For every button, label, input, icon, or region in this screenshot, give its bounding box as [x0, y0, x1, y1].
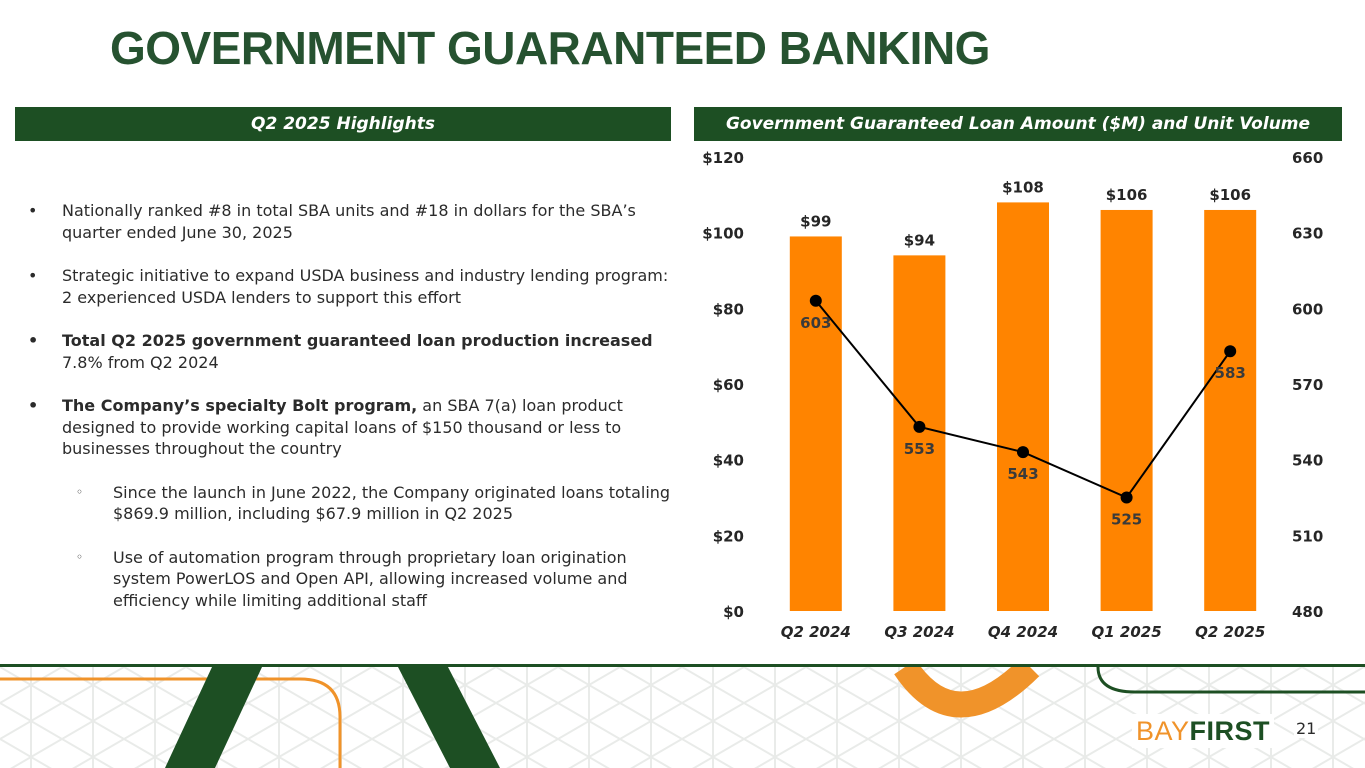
- unit-volume-label: 553: [904, 440, 935, 458]
- bar-value-label: $106: [1106, 186, 1148, 204]
- bar-value-label: $108: [1002, 178, 1044, 196]
- y-left-tick-label: $20: [713, 527, 744, 545]
- unit-volume-label: 583: [1215, 364, 1246, 382]
- unit-volume-point: [809, 294, 822, 307]
- green-chevron-right: [398, 667, 500, 768]
- y-left-tick-label: $80: [713, 300, 744, 318]
- bar-value-label: $99: [800, 212, 831, 230]
- unit-volume-point: [1224, 345, 1237, 358]
- y-left-tick-label: $0: [723, 603, 744, 621]
- chart-header: Government Guaranteed Loan Amount ($M) a…: [694, 107, 1342, 141]
- bar: [1100, 209, 1153, 611]
- y-right-tick-label: 630: [1292, 225, 1323, 243]
- unit-volume-label: 603: [800, 314, 831, 332]
- x-tick-label: Q2 2025: [1195, 623, 1265, 641]
- sub-bullet-icon: ◦: [76, 549, 84, 564]
- bar: [997, 202, 1049, 611]
- loan-chart: $0 $20 $40 $60 $80 $100 $120 480 510 540 570 600 630…: [702, 149, 1323, 641]
- orange-curve: [894, 667, 1040, 718]
- sub-bullet-item: ◦ Use of automation program through propr…: [25, 547, 675, 612]
- bullet-text: Nationally ranked #8 in total SBA units …: [62, 201, 636, 242]
- unit-volume-point: [913, 420, 926, 433]
- bullet-icon: •: [28, 396, 39, 415]
- green-swoosh-right: [1096, 667, 1365, 694]
- bullet-icon: •: [28, 201, 38, 220]
- y-right-tick-label: 570: [1292, 376, 1323, 394]
- bar: [789, 236, 842, 611]
- x-tick-label: Q4 2024: [988, 623, 1058, 641]
- x-tick-label: Q1 2025: [1092, 623, 1162, 641]
- y-left-tick-label: $60: [713, 376, 744, 394]
- x-tick-label: Q3 2024: [884, 623, 954, 641]
- page-title: GOVERNMENT GUARANTEED BANKING: [110, 22, 990, 74]
- logo-part-first: FIRST: [1189, 716, 1271, 746]
- y-left-tick-label: $40: [713, 452, 744, 470]
- orange-swoosh-left: [0, 677, 342, 768]
- bar: [893, 255, 946, 611]
- logo-part-bay: BAY: [1136, 716, 1190, 746]
- y-left-tick-label: $120: [702, 149, 744, 167]
- footer-divider: [0, 664, 1365, 667]
- highlights-list: • Nationally ranked #8 in total SBA units…: [25, 200, 675, 633]
- bullet-text: Strategic initiative to expand USDA busi…: [62, 266, 669, 307]
- page-number: 21: [1294, 719, 1319, 738]
- bullet-icon: •: [28, 331, 39, 350]
- sub-bullet-text: Since the launch in June 2022, the Compa…: [113, 482, 671, 524]
- sub-bullet-item: ◦ Since the launch in June 2022, the Comp…: [25, 482, 675, 525]
- bar-value-label: $94: [904, 231, 935, 249]
- y-right-tick-label: 600: [1292, 300, 1323, 318]
- bullet-text: an SBA 7(a) loan product designed to pro…: [62, 396, 623, 458]
- bar-value-label: $106: [1209, 186, 1251, 204]
- sub-bullet-text: Use of automation program through propri…: [113, 547, 628, 610]
- unit-volume-label: 525: [1111, 511, 1142, 529]
- x-tick-label: Q2 2024: [781, 623, 851, 641]
- bullet-item: • Strategic initiative to expand USDA bus…: [25, 265, 675, 308]
- bullet-item: • Total Q2 2025 government guaranteed loa…: [25, 330, 675, 373]
- y-right-tick-label: 660: [1292, 149, 1323, 167]
- bullet-item: • The Company’s specialty Bolt program, a…: [25, 395, 675, 460]
- highlights-header: Q2 2025 Highlights: [15, 107, 671, 141]
- bar: [1204, 209, 1257, 611]
- bullet-item: • Nationally ranked #8 in total SBA units…: [25, 200, 675, 243]
- y-left-tick-label: $100: [702, 225, 744, 243]
- bullet-bold-text: The Company’s specialty Bolt program,: [62, 396, 418, 415]
- unit-volume-label: 543: [1007, 465, 1038, 483]
- unit-volume-point: [1017, 446, 1029, 459]
- y-right-tick-label: 510: [1292, 527, 1323, 545]
- unit-volume-point: [1120, 491, 1133, 504]
- bullet-text: 7.8% from Q2 2024: [62, 352, 219, 372]
- bullet-icon: •: [28, 266, 38, 285]
- sub-bullet-icon: ◦: [76, 484, 84, 499]
- green-chevron-left: [165, 667, 262, 768]
- bullet-bold-text: Total Q2 2025 government guaranteed loan…: [62, 331, 653, 350]
- y-right-tick-label: 540: [1292, 452, 1323, 470]
- y-right-tick-label: 480: [1292, 603, 1323, 621]
- bayfirst-logo: BAYFIRST: [1132, 714, 1275, 748]
